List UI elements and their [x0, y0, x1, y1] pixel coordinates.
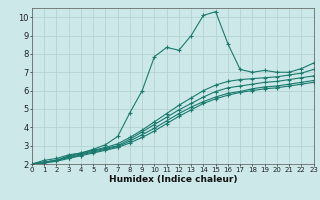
X-axis label: Humidex (Indice chaleur): Humidex (Indice chaleur) [108, 175, 237, 184]
